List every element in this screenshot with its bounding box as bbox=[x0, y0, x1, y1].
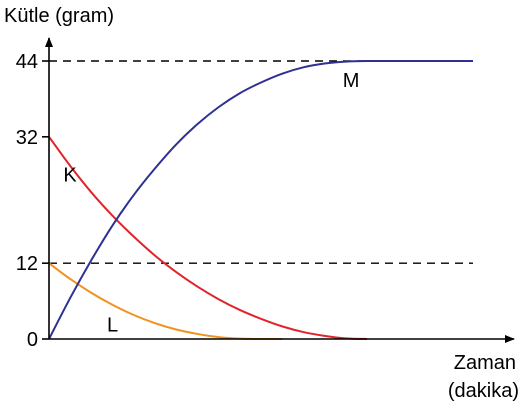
y-tick-label-44: 44 bbox=[16, 51, 38, 73]
series-l-label: L bbox=[107, 314, 118, 336]
x-axis-title-line1: Zaman bbox=[454, 352, 516, 374]
series-k-label: K bbox=[63, 165, 77, 187]
y-axis-title: Kütle (gram) bbox=[4, 5, 114, 27]
y-tick-label-12: 12 bbox=[16, 253, 38, 275]
x-axis-title-line2: (dakika) bbox=[448, 380, 519, 402]
y-tick-label-0: 0 bbox=[27, 329, 38, 351]
y-tick-label-32: 32 bbox=[16, 127, 38, 149]
reference-lines bbox=[49, 60, 473, 264]
series-labels: K L M bbox=[63, 70, 359, 337]
series-layer bbox=[48, 59, 473, 341]
series-m-label: M bbox=[343, 70, 360, 92]
series-m-line bbox=[48, 59, 473, 340]
y-ticks: 0 12 32 44 bbox=[16, 51, 49, 351]
series-k-line bbox=[48, 136, 368, 340]
